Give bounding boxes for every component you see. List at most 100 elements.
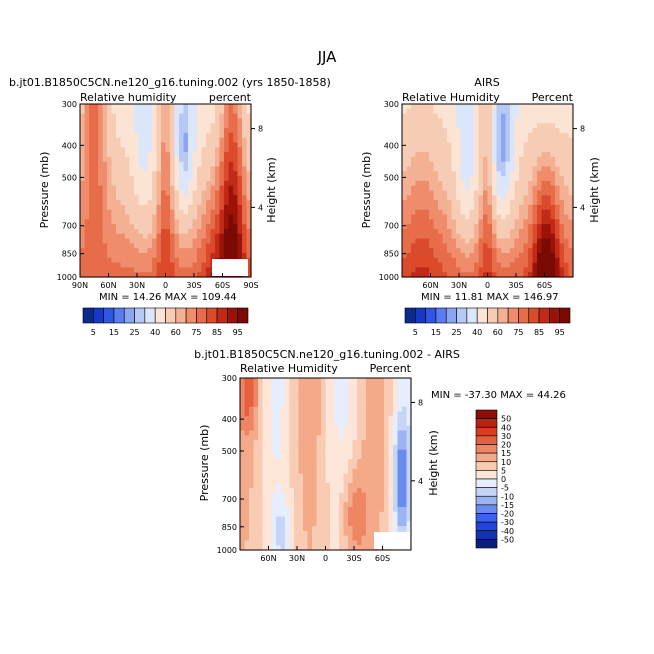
airs-cell	[568, 156, 574, 163]
model-cell	[233, 176, 239, 182]
airs-cell	[555, 219, 561, 225]
airs-cell	[519, 118, 525, 124]
diff-cell	[280, 497, 286, 503]
model-cell	[170, 180, 176, 187]
airs-cell	[523, 262, 529, 268]
model-cell	[228, 137, 234, 144]
diff-cell	[244, 473, 250, 479]
airs-cell	[456, 219, 462, 225]
airs-cell	[501, 166, 507, 172]
model-cell	[93, 166, 99, 172]
diff-cell	[366, 483, 372, 489]
airs-cell	[447, 137, 453, 144]
airs-cell	[415, 147, 421, 153]
diff-cell	[276, 464, 282, 470]
airs-cell	[496, 113, 502, 120]
model-cell	[170, 185, 176, 192]
model-cell	[237, 118, 243, 124]
diff-cell	[393, 378, 399, 384]
diff-cell	[352, 478, 358, 484]
diff-cell	[316, 521, 322, 527]
diff-cell	[289, 502, 295, 508]
airs-cell	[559, 219, 565, 225]
airs-cell	[478, 104, 484, 110]
airs-cell	[433, 176, 439, 182]
model-cell	[183, 272, 189, 278]
diff-cell	[280, 435, 286, 441]
diff-cell	[276, 473, 282, 479]
model-cell	[98, 123, 104, 129]
airs-cell	[541, 142, 547, 148]
diff-cell	[325, 416, 331, 422]
model-cell	[161, 142, 167, 148]
airs-cell	[447, 228, 453, 235]
model-cell	[156, 238, 162, 244]
airs-cell	[438, 262, 444, 268]
diff-cell	[343, 421, 349, 427]
airs-cell	[532, 224, 538, 230]
model-cell	[102, 152, 108, 158]
model-cell	[84, 118, 90, 124]
model-cell	[80, 267, 86, 273]
diff-cell	[307, 540, 313, 546]
airs-cell	[537, 195, 543, 201]
diff-cell	[249, 444, 255, 451]
model-cell	[210, 185, 216, 192]
model-cell	[174, 252, 180, 259]
model-cell	[192, 228, 198, 235]
model-cell	[134, 224, 140, 230]
airs-cell	[510, 118, 516, 124]
airs-cell	[528, 243, 534, 249]
model-title: b.jt01.B1850C5CN.ne120_g16.tuning.002 (y…	[9, 76, 331, 89]
diff-cell	[348, 378, 354, 384]
model-cell	[165, 262, 171, 268]
airs-cell	[402, 108, 408, 115]
airs-cell	[483, 152, 489, 158]
airs-cell	[451, 252, 457, 259]
model-cell	[174, 180, 180, 187]
airs-cell	[492, 233, 498, 240]
model-cell	[246, 262, 252, 268]
airs-cell	[501, 214, 507, 220]
model-cell	[210, 233, 216, 240]
diff-cell	[240, 473, 246, 479]
model-cell	[161, 180, 167, 187]
diff-cell	[348, 454, 354, 460]
model-cell	[201, 248, 207, 254]
airs-cell	[474, 132, 480, 139]
diff-cell	[375, 378, 381, 384]
model-cell	[125, 257, 131, 264]
airs-cell	[505, 123, 511, 129]
airs-cell	[546, 118, 552, 124]
airs-cell	[447, 108, 453, 115]
diff-cell	[348, 478, 354, 484]
airs-cell	[474, 257, 480, 264]
diff-cell	[361, 511, 367, 518]
airs-cell	[505, 104, 511, 110]
airs-cell	[460, 161, 466, 168]
airs-cell	[514, 200, 520, 206]
model-cell	[107, 166, 113, 172]
model-cell	[246, 166, 252, 172]
airs-cell	[460, 257, 466, 264]
diff-cell	[267, 397, 273, 403]
model-cell	[156, 147, 162, 153]
airs-cell	[474, 248, 480, 254]
diff-cell	[271, 478, 277, 484]
diff-cell	[298, 378, 304, 384]
diff-cell	[384, 502, 390, 508]
diff-cell	[244, 507, 250, 513]
airs-cell	[541, 233, 547, 240]
airs-cell	[442, 238, 448, 244]
airs-cell	[496, 238, 502, 244]
airs-cell	[492, 219, 498, 225]
model-cell	[147, 262, 153, 268]
diff-cell	[352, 421, 358, 427]
model-cell	[206, 252, 212, 259]
diff-cell	[375, 392, 381, 398]
diff-cell	[348, 416, 354, 422]
airs-cell	[411, 243, 417, 249]
diff-cell	[361, 487, 367, 494]
airs-cell	[568, 128, 574, 134]
model-cell	[183, 176, 189, 182]
